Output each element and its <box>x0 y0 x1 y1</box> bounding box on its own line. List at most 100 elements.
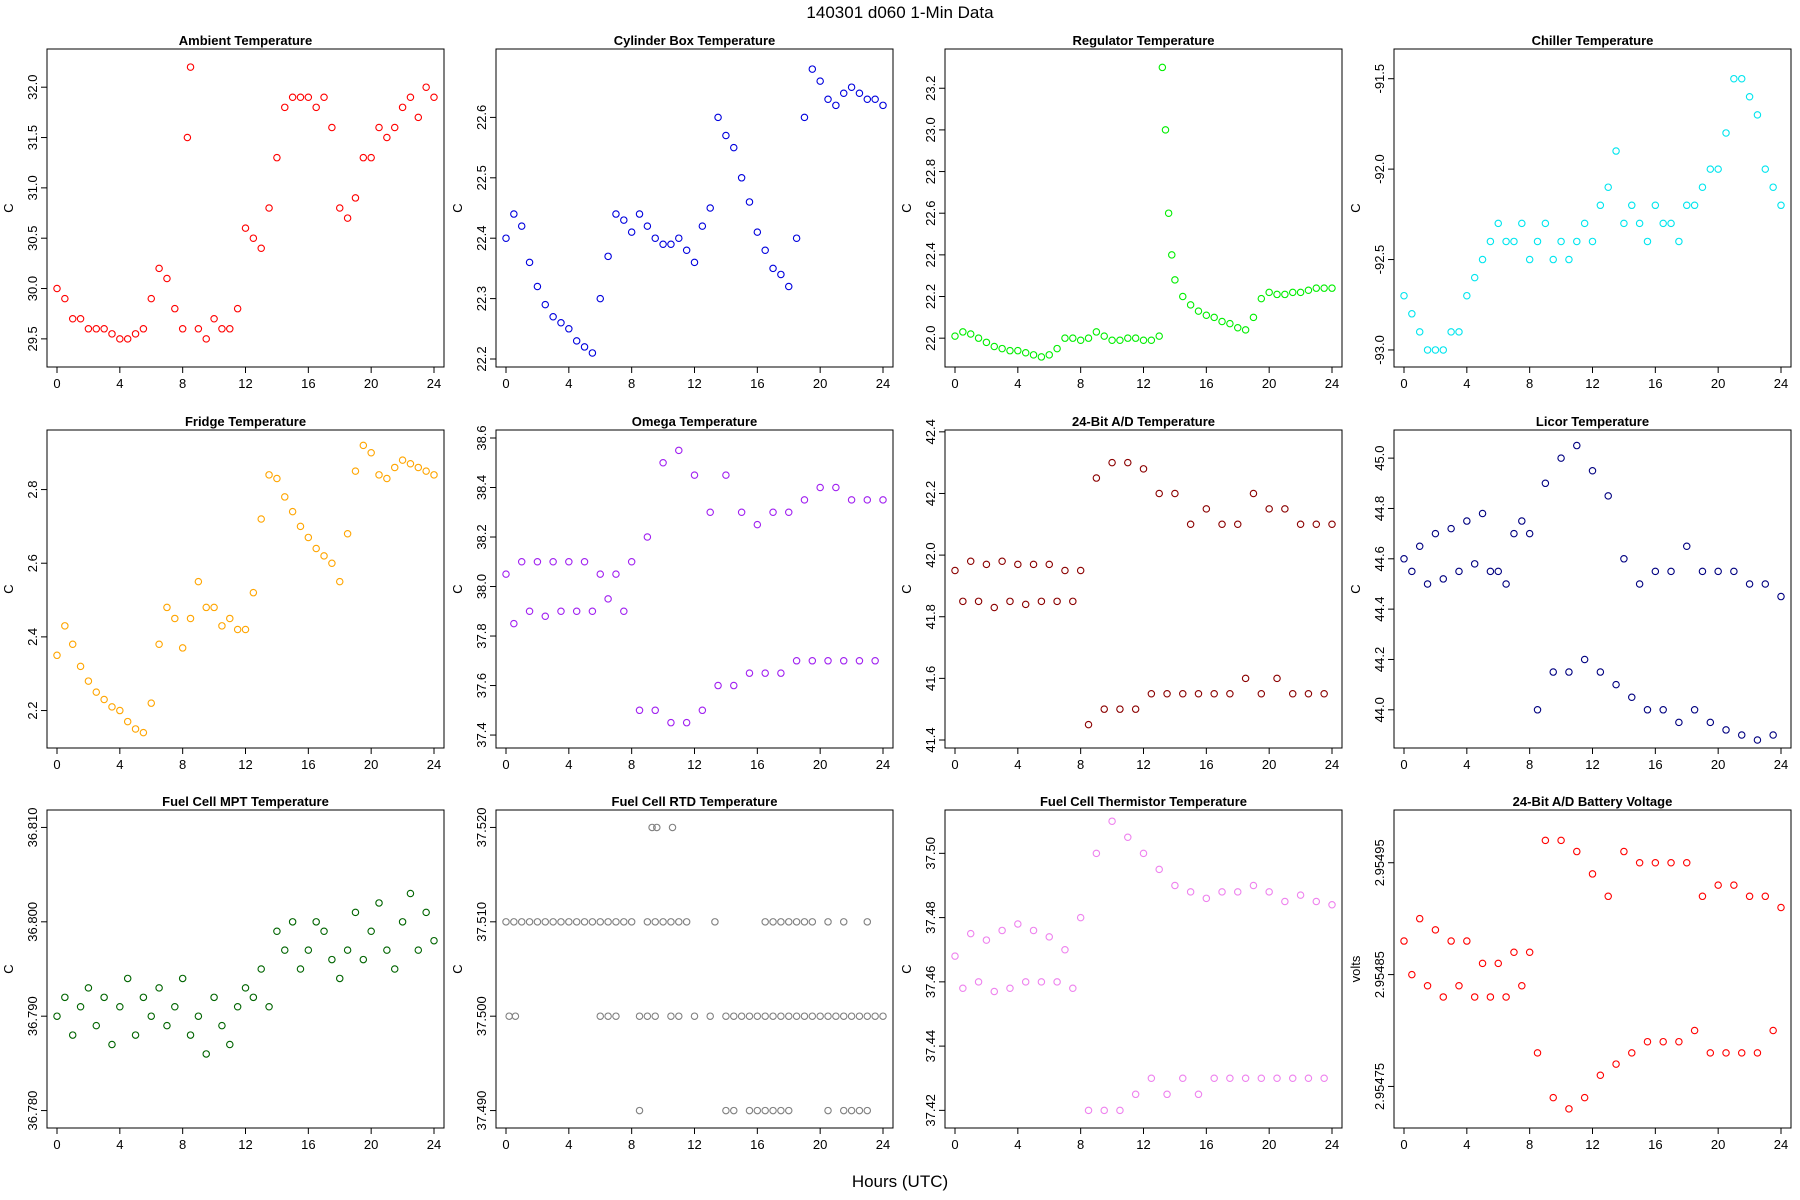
data-point <box>1635 580 1644 588</box>
y-tick-label: 37.520 <box>474 808 489 848</box>
data-point <box>1045 560 1054 569</box>
data-point <box>1296 288 1305 297</box>
y-tick-label: -92.5 <box>1372 245 1387 275</box>
data-point <box>627 558 636 566</box>
data-point <box>777 1012 785 1020</box>
data-point <box>53 284 61 293</box>
x-tick-label: 16 <box>750 757 764 772</box>
data-point <box>792 1012 801 1020</box>
data-point <box>53 1012 61 1020</box>
data-point <box>76 1002 85 1011</box>
x-tick-label: 20 <box>1262 376 1276 391</box>
data-point <box>824 918 832 926</box>
data-point <box>706 508 714 517</box>
data-point <box>186 63 195 71</box>
data-point <box>816 483 824 492</box>
y-tick-label: 2.6 <box>25 554 40 572</box>
data-point <box>1076 336 1085 345</box>
data-point <box>682 718 691 727</box>
data-point <box>1557 237 1565 246</box>
data-point <box>1155 489 1163 498</box>
data-point <box>1021 978 1030 986</box>
y-tick-label: 42.4 <box>923 419 938 444</box>
chart-panel: Cylinder Box Temperature C 0 4 8 12 16 20 24 22.2… <box>450 33 894 391</box>
x-tick-label: 12 <box>1585 376 1599 391</box>
data-point <box>1667 219 1675 228</box>
data-point <box>1006 346 1014 355</box>
data-point <box>682 918 691 926</box>
data-point <box>675 1012 683 1020</box>
data-point <box>281 493 289 501</box>
data-point <box>1084 720 1093 729</box>
data-point <box>1447 524 1455 533</box>
plot-frame <box>46 429 445 749</box>
data-point <box>335 204 344 212</box>
data-point <box>1565 255 1573 264</box>
data-point <box>863 496 872 504</box>
data-point <box>92 1021 101 1030</box>
x-tick-label: 20 <box>813 757 827 772</box>
data-point <box>1675 1037 1683 1046</box>
data-point <box>61 993 69 1002</box>
data-point <box>998 344 1006 353</box>
data-point <box>92 325 101 333</box>
data-point <box>1549 1093 1557 1102</box>
chart-panel: 24-Bit A/D Temperature C 0 4 8 12 16 20 24 41.4 41… <box>899 414 1343 772</box>
data-point <box>1588 870 1597 878</box>
data-point <box>351 467 360 475</box>
x-tick-label: 0 <box>951 376 958 391</box>
data-point <box>1124 833 1132 842</box>
data-point <box>288 918 297 926</box>
data-point <box>1714 165 1722 173</box>
data-point <box>1400 937 1408 945</box>
data-point <box>76 314 85 323</box>
data-point <box>390 123 399 132</box>
data-point <box>533 558 542 566</box>
data-point <box>832 1012 840 1020</box>
data-point <box>974 978 983 986</box>
data-point <box>1234 520 1242 529</box>
y-axis-label: C <box>1348 203 1363 212</box>
y-tick-label: 37.490 <box>474 1091 489 1131</box>
data-point <box>982 560 991 569</box>
x-tick-label: 8 <box>179 376 186 391</box>
data-point <box>1596 1071 1605 1080</box>
data-point <box>202 1050 210 1058</box>
data-point <box>690 258 699 267</box>
data-point <box>1431 346 1440 354</box>
data-point <box>273 927 281 935</box>
data-point <box>186 1031 195 1039</box>
data-point <box>596 570 604 578</box>
data-point <box>359 441 368 450</box>
data-point <box>1549 255 1557 264</box>
data-point <box>1139 465 1148 473</box>
data-point <box>730 1012 738 1020</box>
data-point <box>580 558 589 566</box>
data-point <box>690 1012 699 1020</box>
data-point <box>612 1012 620 1020</box>
data-point <box>68 314 77 323</box>
y-tick-label: 22.6 <box>474 105 489 130</box>
data-point <box>273 153 281 162</box>
data-point <box>84 984 93 992</box>
figure-xlabel: Hours (UTC) <box>852 1172 948 1191</box>
data-point <box>1155 332 1163 340</box>
x-tick-label: 24 <box>1774 1137 1788 1152</box>
x-tick-label: 8 <box>179 757 186 772</box>
data-point <box>588 918 597 926</box>
chart-panel: 24-Bit A/D Battery Voltage volts 0 4 8 12 16 20… <box>1348 794 1792 1152</box>
data-point <box>998 557 1006 566</box>
data-point <box>367 153 375 162</box>
data-point <box>1249 313 1258 322</box>
chart-title: Fuel Cell Thermistor Temperature <box>1040 794 1247 809</box>
data-point <box>1494 219 1503 228</box>
data-point <box>1124 458 1132 467</box>
data-point <box>1557 454 1565 462</box>
data-point <box>183 133 192 142</box>
data-point <box>1131 1090 1140 1099</box>
data-point <box>737 1012 746 1020</box>
data-point <box>761 1012 769 1020</box>
data-point <box>1518 219 1526 228</box>
data-point <box>68 1031 77 1039</box>
plot-frame <box>495 809 894 1129</box>
